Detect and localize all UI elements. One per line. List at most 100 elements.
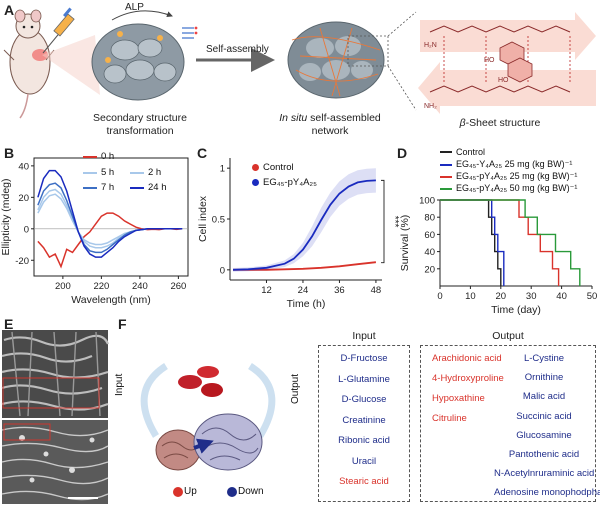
x-tick-label: 200 (55, 281, 71, 292)
legend-b-7h: 7 h (83, 182, 114, 193)
input-metabolite-box (318, 345, 410, 502)
survival-line-3 (440, 199, 581, 286)
x-tick-label: 220 (93, 281, 109, 292)
y-tick-label: 0 (220, 265, 225, 276)
metabolite-item: Stearic acid (339, 476, 389, 487)
output-arrow-label: Output (290, 373, 301, 404)
panel-letter-a: A (4, 2, 15, 18)
metabolite-item: L-Glutamine (338, 373, 390, 385)
x-tick-label: 10 (465, 291, 476, 302)
y-tick-label: 60 (424, 230, 435, 241)
up-label: Up (184, 486, 197, 497)
chem-h2n: H₂N (424, 42, 437, 49)
metabolite-item: D-Fructose (340, 353, 388, 364)
metabolite-item: D-Glucose (341, 394, 387, 405)
metabolite-item: 4-Hydroxyproline (432, 373, 504, 384)
metabolite-item: Creatinine (342, 414, 386, 426)
legend-d-py-25: EG₄₅-pY₄A₂₅ 25 mg (kg BW)⁻¹ (440, 171, 577, 182)
legend-c-eg: EG₄₅-pY₄A₂₅ (252, 177, 317, 188)
panel-letter-f: F (118, 316, 127, 332)
caption-beta-sheet: β-Sheet structure (459, 117, 541, 129)
down-marker-icon (227, 487, 237, 497)
down-label: Down (238, 486, 264, 497)
significance-label: *** (389, 216, 400, 228)
self-assembly-label: Self-assembly (206, 44, 269, 55)
metabolite-item: Succinic acid (516, 410, 572, 422)
x-tick-label: 260 (170, 281, 186, 292)
y-tick-label: 20 (424, 264, 435, 275)
series-line-2h (37, 193, 183, 246)
chart-b: 200 220 240 260 -20 0 20 40 Wavelength (nm) Ellip… (0, 157, 189, 306)
metabolite-item: N-Acetylnruraminic acid (494, 468, 595, 480)
survival-line-1 (440, 199, 505, 286)
metabolite-item: Glucosamine (516, 429, 572, 441)
syringe-icon (42, 7, 75, 54)
output-arc-icon (248, 363, 276, 438)
metabolite-item: Citruline (432, 413, 467, 424)
y-axis-label: Survival (%) (399, 215, 411, 272)
metabolite-item: Malic acid (522, 391, 566, 403)
input-arrow-label: Input (114, 373, 125, 396)
output-box-title: Output (492, 330, 524, 342)
series-line-0h (37, 212, 183, 269)
x-tick-label: 40 (556, 291, 567, 302)
series-line-1 (232, 179, 376, 271)
x-tick-label: 20 (496, 291, 507, 302)
legend-d-control: Control (440, 147, 485, 157)
caption-secondary-structure: Secondary structure transformation (93, 112, 187, 138)
x-tick-label: 30 (526, 291, 537, 302)
x-tick-label: 12 (261, 285, 272, 296)
chart-c: 12 24 36 48 0 0.5 1 Time (h) Cell index *** (197, 158, 400, 310)
mouse-illustration (3, 9, 55, 119)
panel-letter-e: E (4, 316, 14, 332)
panel-letter-d: D (397, 145, 408, 161)
metabolite-item: Arachidonic acid (432, 353, 502, 364)
panel-letter-b: B (4, 145, 15, 161)
chem-nh2: NH₂ (424, 103, 437, 110)
chem-ho-2: HO (498, 77, 509, 84)
y-tick-label: 0 (24, 224, 29, 235)
x-tick-label: 24 (298, 285, 309, 296)
metabolite-item: Adenosine monophodphate (494, 487, 600, 499)
x-axis-label: Wavelength (nm) (71, 294, 151, 306)
y-tick-label: 40 (424, 247, 435, 258)
up-marker-icon (173, 487, 183, 497)
y-tick-label: 20 (18, 193, 29, 204)
survival-line-2 (440, 199, 560, 286)
y-tick-label: 40 (18, 161, 29, 172)
panel-f-illustration (140, 363, 276, 497)
x-axis-label: Time (day) (491, 304, 541, 316)
beta-sheet-structure: HO HO H₂N NH₂ (418, 12, 596, 114)
series-line-24h (37, 169, 183, 258)
input-box-title: Input (352, 330, 376, 342)
significance-bracket (381, 179, 385, 264)
alp-label: ALP (125, 2, 144, 13)
legend-d-py-50: EG₄₅-pY₄A₂₅ 50 mg (kg BW)⁻¹ (440, 183, 577, 194)
chart-d: 0 10 20 30 40 50 20 40 60 80 100 Time (day) Survival… (399, 196, 597, 317)
input-arc-icon (140, 363, 168, 438)
y-tick-label: -20 (15, 256, 29, 267)
metabolite-item: Ribonic acid (338, 435, 390, 446)
metabolite-item: Ornithine (524, 372, 564, 384)
panel-letter-c: C (197, 145, 208, 161)
x-tick-label: 0 (437, 291, 442, 302)
x-tick-label: 48 (371, 285, 382, 296)
x-axis-label: Time (h) (287, 298, 326, 310)
y-tick-label: 0.5 (212, 215, 225, 226)
metabolite-item: Hypoxathine (432, 393, 485, 404)
y-axis-label: Cell index (197, 195, 209, 242)
output-metabolite-box (420, 345, 596, 502)
metabolite-item: L-Cystine (523, 353, 565, 364)
series-line-0 (233, 261, 376, 271)
legend-b-0h: 0 h (83, 151, 114, 162)
x-tick-label: 36 (334, 285, 345, 296)
y-axis-label: Ellipticity (mdeg) (0, 178, 12, 255)
metabolite-item: Uracil (351, 455, 377, 467)
metabolite-item: Pantothenic acid (508, 449, 580, 460)
caption-network: In situ self-assembled network (279, 112, 381, 138)
legend-c-control: Control (252, 162, 294, 173)
sem-images (1, 330, 110, 504)
legend-b-2h: 2 h (130, 167, 161, 178)
chem-ho-1: HO (484, 57, 495, 64)
peptide-strand-icon (182, 26, 198, 39)
